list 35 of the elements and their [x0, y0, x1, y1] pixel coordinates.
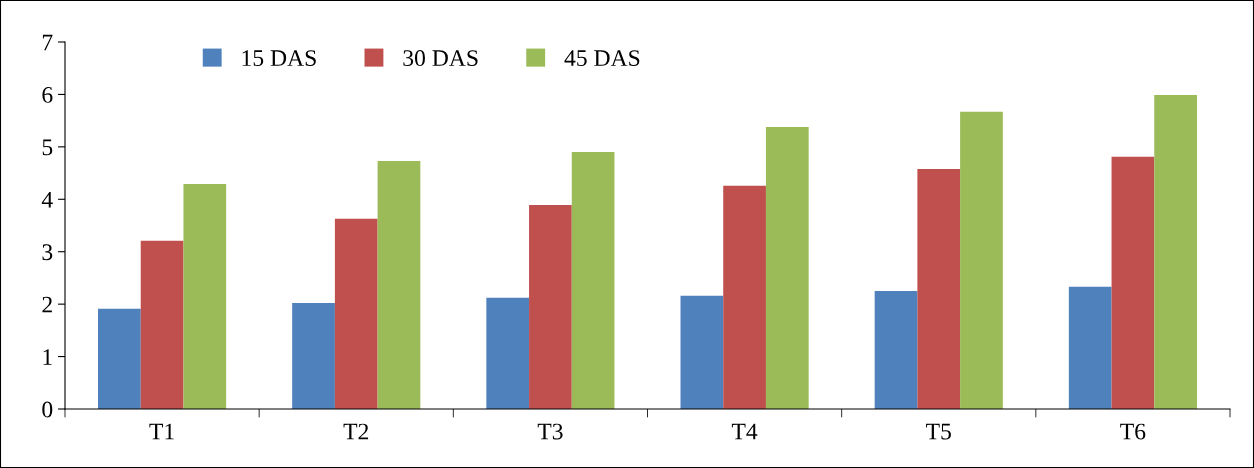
bar — [98, 308, 141, 409]
y-tick-label: 2 — [42, 296, 52, 313]
bar — [1068, 286, 1112, 409]
legend-label: 15 DAS — [242, 50, 316, 67]
y-tick-label: 4 — [41, 191, 53, 208]
legend-label: 45 DAS — [564, 50, 640, 67]
x-tick-label: T6 — [1120, 423, 1146, 440]
x-tick-label: T5 — [926, 423, 951, 440]
bar — [765, 126, 809, 409]
bar — [1111, 156, 1155, 409]
bar — [1154, 94, 1197, 409]
y-tick-label: 6 — [42, 86, 53, 103]
x-tick-label: T2 — [343, 423, 369, 440]
y-tick-label: 7 — [42, 34, 53, 51]
bar — [960, 111, 1003, 409]
bar — [292, 303, 335, 409]
bar — [571, 152, 615, 409]
bar — [486, 297, 530, 409]
bar — [140, 240, 184, 409]
bar — [529, 205, 572, 409]
x-tick-label: T4 — [731, 423, 758, 440]
y-tick-label: 1 — [43, 349, 52, 365]
bar — [723, 185, 766, 409]
bar — [183, 184, 227, 409]
y-tick-label: 3 — [42, 244, 53, 261]
y-tick-label: 5 — [42, 139, 53, 156]
bar — [874, 291, 918, 409]
y-tick-label: 0 — [42, 401, 53, 418]
x-tick-label: T3 — [537, 423, 563, 440]
bar — [334, 218, 378, 409]
bar — [680, 295, 724, 409]
x-tick-label: T1 — [149, 423, 174, 440]
bar — [377, 161, 421, 409]
bar — [917, 168, 961, 409]
legend-label: 30 DAS — [403, 50, 478, 67]
